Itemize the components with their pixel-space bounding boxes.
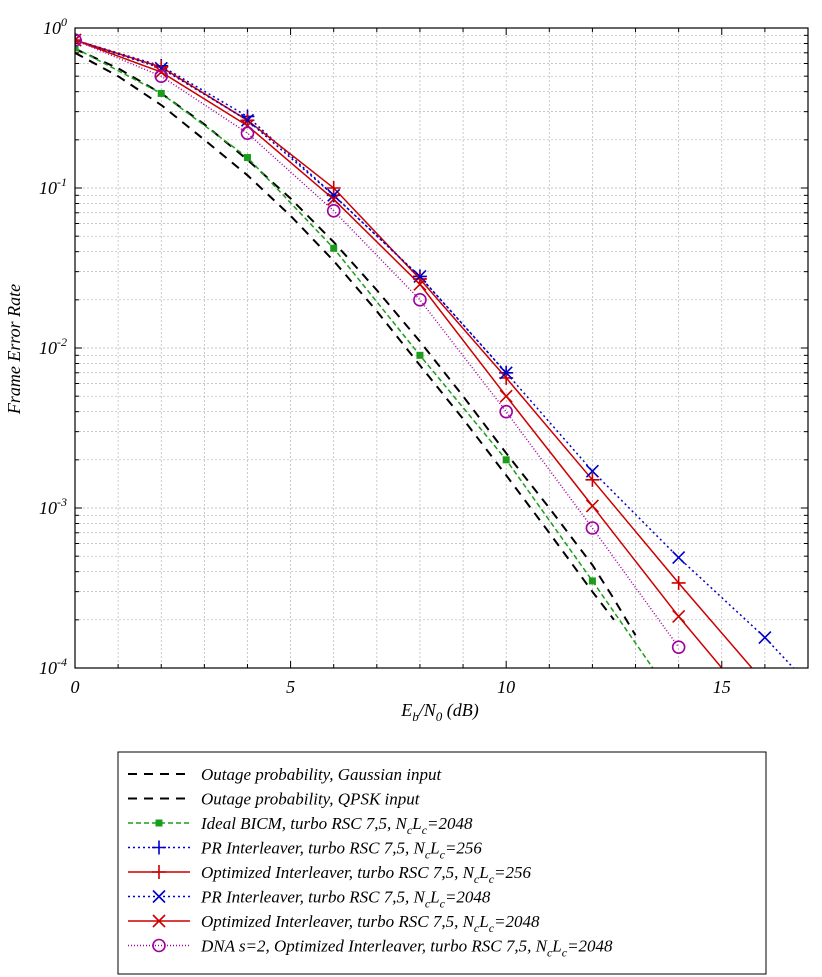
marker-x	[585, 499, 599, 513]
marker-square	[157, 89, 165, 97]
legend-label: Ideal BICM, turbo RSC 7,5, NcLc=2048	[200, 814, 473, 837]
series-7	[75, 33, 723, 668]
marker-x	[154, 65, 168, 79]
x-tick-labels: 0 5 10 15	[71, 677, 731, 697]
marker-x	[327, 188, 341, 202]
legend-box	[117, 751, 767, 975]
legend-entry-8: DNA s=2, Optimized Interleaver, turbo RS…	[128, 937, 613, 960]
marker-plus	[75, 33, 82, 48]
marker-circle	[152, 938, 166, 953]
marker-circle	[75, 33, 82, 47]
marker-x	[240, 113, 255, 127]
marker-circle	[499, 404, 513, 419]
y-tick-label: 10-1	[39, 175, 67, 198]
marker-plus	[152, 865, 166, 879]
marker-x	[327, 192, 341, 206]
marker-square	[502, 456, 510, 464]
legend-label: Outage probability, QPSK input	[201, 790, 421, 809]
y-tick-labels: 100 10-1 10-2 10-3 10-4	[39, 15, 67, 678]
marker-circle	[671, 640, 686, 654]
marker-x	[413, 277, 427, 291]
legend-label: PR Interleaver, turbo RSC 7,5, NcLc=2048	[200, 888, 491, 911]
plot-frame	[74, 27, 809, 669]
marker-circle	[154, 69, 169, 83]
legend-entry-4: PR Interleaver, turbo RSC 7,5, NcLc=256	[128, 839, 482, 862]
legend-label: Optimized Interleaver, turbo RSC 7,5, Nc…	[201, 863, 532, 886]
legend-entry-5: Optimized Interleaver, turbo RSC 7,5, Nc…	[128, 863, 532, 886]
marker-x	[585, 464, 599, 478]
legend-label: PR Interleaver, turbo RSC 7,5, NcLc=256	[200, 839, 482, 862]
legend-entry-3: Ideal BICM, turbo RSC 7,5, NcLc=2048	[128, 814, 473, 837]
marker-x	[758, 630, 772, 645]
y-axis-label: Frame Error Rate	[4, 284, 24, 415]
legend-entry-1: Outage probability, Gaussian input	[128, 765, 442, 784]
marker-x	[672, 551, 686, 565]
marker-circle	[326, 204, 341, 218]
legend-entry-6: PR Interleaver, turbo RSC 7,5, NcLc=2048	[128, 888, 491, 911]
series-line	[75, 47, 654, 668]
marker-circle	[240, 126, 255, 141]
x-tick-label: 10	[497, 677, 515, 697]
x-tick-label: 15	[713, 677, 731, 697]
y-tick-label: 10-2	[39, 335, 67, 358]
x-tick-label: 0	[71, 677, 80, 697]
y-tick-label: 10-3	[39, 495, 67, 518]
marker-x	[152, 914, 166, 928]
marker-plus	[585, 472, 600, 487]
marker-square	[416, 351, 424, 359]
x-tick-label: 5	[286, 677, 295, 697]
series-3	[75, 44, 654, 668]
legend-label: DNA s=2, Optimized Interleaver, turbo RS…	[200, 937, 613, 960]
marker-x	[499, 389, 513, 403]
marker-square	[588, 577, 596, 585]
marker-plus	[671, 575, 686, 590]
legend-label: Optimized Interleaver, turbo RSC 7,5, Nc…	[201, 912, 540, 935]
legend: Outage probability, Gaussian input Outage…	[117, 751, 767, 975]
legend-label: Outage probability, Gaussian input	[201, 765, 442, 784]
series-group	[75, 33, 795, 668]
marker-x	[672, 609, 686, 624]
marker-square	[243, 154, 251, 162]
marker-circle	[413, 293, 427, 307]
marker-square	[330, 244, 338, 252]
marker-circle	[585, 521, 600, 535]
series-8	[75, 33, 686, 654]
legend-entry-2: Outage probability, QPSK input	[128, 790, 421, 809]
y-tick-label: 10-4	[39, 655, 67, 678]
y-tick-label: 100	[43, 15, 67, 38]
marker-x	[499, 366, 513, 380]
marker-square	[155, 819, 163, 827]
x-axis-label: Eb/N0 (dB)	[400, 700, 479, 724]
marker-x	[152, 889, 166, 904]
series-line	[75, 39, 795, 668]
marker-plus	[152, 840, 166, 855]
marker-square	[75, 44, 79, 52]
marker-plus	[326, 181, 341, 195]
grid	[75, 28, 808, 668]
legend-entry-7: Optimized Interleaver, turbo RSC 7,5, Nc…	[128, 912, 540, 935]
